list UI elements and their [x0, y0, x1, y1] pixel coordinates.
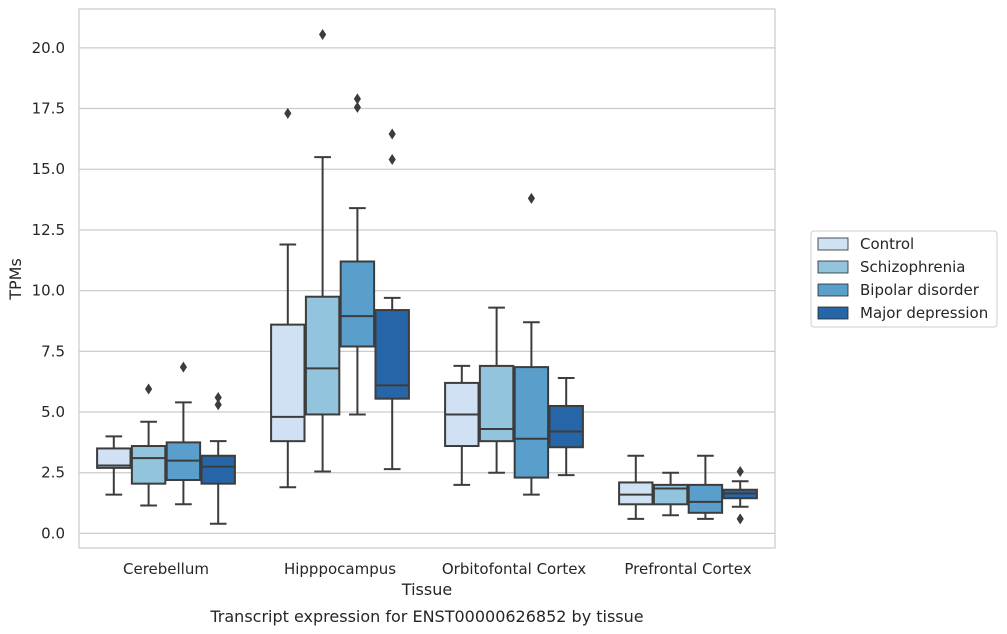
figure-caption: Transcript expression for ENST0000062685… [209, 607, 643, 626]
y-tick-label: 0.0 [41, 524, 65, 542]
box-major-depression [200, 391, 236, 525]
box-major-depression [374, 128, 410, 471]
x-tick-label: Prefrontal Cortex [624, 560, 751, 578]
box-iqr [618, 481, 654, 506]
y-tick-label: 7.5 [41, 342, 65, 360]
box-control [96, 435, 132, 496]
legend-label: Schizophrenia [860, 258, 965, 276]
outlier-point [736, 466, 744, 478]
legend-label: Control [860, 235, 914, 253]
box-control [444, 364, 480, 486]
box-bipolar-disorder [339, 93, 376, 416]
box-iqr [270, 323, 306, 443]
y-tick-label: 5.0 [41, 403, 65, 421]
x-axis-label: Tissue [401, 580, 452, 599]
x-tick-label: Cerebellum [123, 560, 209, 578]
legend-frame [810, 230, 998, 328]
outlier-point [388, 128, 396, 140]
legend-swatch [817, 306, 849, 320]
outlier-point [388, 154, 396, 166]
box-iqr [687, 483, 724, 514]
outlier-point [214, 391, 222, 403]
box-iqr [96, 447, 132, 469]
outlier-point [145, 383, 153, 395]
box-bipolar-disorder [687, 454, 724, 520]
box-iqr [513, 366, 550, 479]
box-iqr [652, 483, 689, 506]
box-control [618, 454, 654, 520]
box-control [270, 107, 306, 489]
y-tick-label: 15.0 [32, 160, 65, 178]
box-iqr [304, 295, 341, 416]
boxes [96, 28, 758, 525]
x-tick-labels: Cerebellum Hipppocampus Orbitofontal Corte… [123, 560, 752, 578]
box-iqr [374, 309, 410, 400]
y-tick-label: 2.5 [41, 464, 65, 482]
outlier-point [353, 93, 361, 105]
outlier-point [179, 361, 187, 373]
box-iqr [548, 404, 584, 449]
box-major-depression [548, 377, 584, 477]
box-schizophrenia [130, 383, 167, 507]
x-tick-label: Hipppocampus [284, 560, 396, 578]
box-major-depression [722, 466, 758, 525]
outlier-point [214, 399, 222, 411]
box-iqr [130, 445, 167, 485]
legend-swatch [817, 237, 849, 251]
legend-swatch [817, 283, 849, 297]
box-bipolar-disorder [513, 192, 550, 496]
box-iqr [339, 260, 376, 348]
outlier-point [736, 513, 744, 525]
y-tick-labels: 0.0 2.5 5.0 7.5 10.0 12.5 15.0 17.5 20.0 [32, 39, 65, 543]
plot-frame [78, 8, 776, 549]
box-schizophrenia [652, 471, 689, 517]
legend-label: Bipolar disorder [860, 281, 980, 299]
box-iqr [200, 454, 236, 485]
y-axis-label: TPMs [6, 258, 25, 301]
outlier-point [527, 192, 535, 204]
y-tick-label: 20.0 [32, 39, 65, 57]
y-tick-label: 12.5 [32, 221, 65, 239]
outlier-point [353, 101, 361, 113]
box-schizophrenia [478, 306, 515, 474]
legend: Control Schizophrenia Bipolar disorder Majo… [810, 230, 998, 328]
outlier-point [319, 28, 327, 40]
box-schizophrenia [304, 28, 341, 473]
legend-swatch [817, 260, 849, 274]
legend-label: Major depression [860, 304, 988, 322]
outlier-point [284, 107, 292, 119]
y-tick-label: 17.5 [32, 100, 65, 118]
box-bipolar-disorder [165, 361, 202, 506]
x-tick-label: Orbitofontal Cortex [442, 560, 586, 578]
y-tick-label: 10.0 [32, 282, 65, 300]
